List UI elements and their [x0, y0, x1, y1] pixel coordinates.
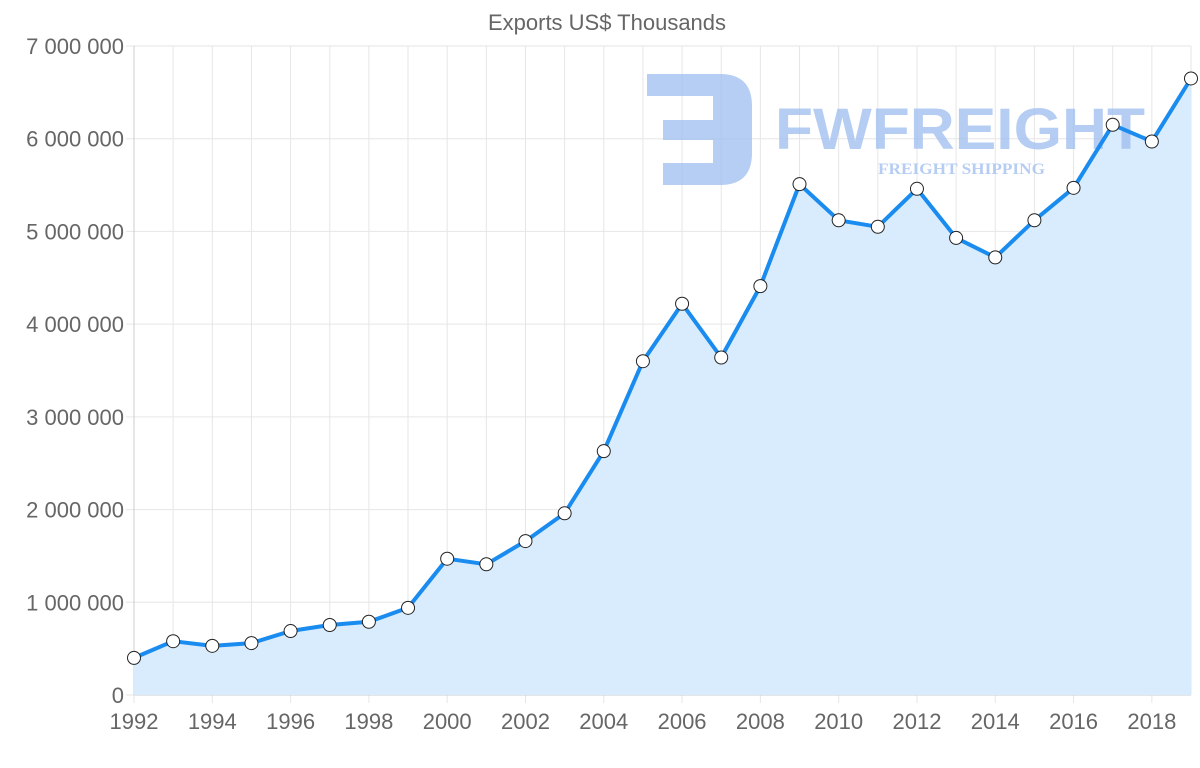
y-tick-label: 2 000 000 [26, 498, 124, 523]
data-point [1144, 134, 1159, 149]
data-point [244, 636, 259, 651]
watermark-brand: FWFREIGHT [775, 97, 1145, 162]
data-point [127, 650, 141, 665]
y-tick-label: 1 000 000 [26, 590, 124, 615]
area-fill [134, 78, 1191, 695]
y-tick-label: 0 [112, 683, 124, 708]
data-point [361, 614, 376, 629]
data-point [518, 534, 533, 549]
y-tick-label: 6 000 000 [26, 127, 124, 152]
x-tick-label: 1996 [266, 709, 315, 734]
x-tick-label: 2008 [736, 709, 785, 734]
watermark-tagline: FREIGHT SHIPPING [878, 161, 1046, 178]
y-axis: 0 1 000 000 2 000 000 3 000 000 4 000 000 5 0… [26, 34, 124, 708]
x-tick-label: 2018 [1127, 709, 1176, 734]
data-point [1027, 213, 1042, 228]
x-tick-label: 2004 [579, 709, 628, 734]
data-point [479, 557, 494, 572]
x-tick-label: 1998 [344, 709, 393, 734]
data-point [675, 296, 690, 311]
data-point [557, 506, 572, 521]
x-tick-label: 1994 [188, 709, 237, 734]
series-line [133, 77, 1193, 660]
x-tick-label: 2000 [423, 709, 472, 734]
y-tick-label: 5 000 000 [26, 219, 124, 244]
x-tick-label: 2012 [892, 709, 941, 734]
x-tick-label: 1992 [110, 709, 159, 734]
data-point [792, 177, 807, 192]
data-point [988, 250, 1003, 265]
series-layer [127, 71, 1198, 665]
data-point [635, 354, 650, 369]
y-tick-label: 3 000 000 [26, 405, 124, 430]
x-tick-label: 2010 [814, 709, 863, 734]
x-tick-label: 2002 [501, 709, 550, 734]
x-axis: 1992 1994 1996 1998 2000 2002 2004 2006 2008 2010… [110, 709, 1177, 734]
y-tick-label: 4 000 000 [26, 312, 124, 337]
area-layer [134, 78, 1191, 695]
data-point [753, 279, 768, 294]
x-tick-label: 2014 [971, 709, 1020, 734]
watermark: FWFREIGHT FREIGHT SHIPPING [647, 74, 1145, 185]
data-point [283, 624, 298, 639]
data-point [831, 213, 846, 228]
data-point [1184, 71, 1198, 86]
data-point [166, 634, 181, 649]
data-point [1066, 180, 1081, 195]
data-point [401, 600, 416, 615]
data-point [440, 551, 455, 566]
data-point [596, 444, 611, 459]
data-point [205, 638, 220, 653]
x-tick-label: 2006 [658, 709, 707, 734]
y-tick-label: 7 000 000 [26, 34, 124, 59]
chart-title: Exports US$ Thousands [488, 10, 726, 35]
data-point [909, 181, 924, 196]
data-point [949, 230, 964, 245]
data-point [714, 350, 729, 365]
watermark-logo-icon [647, 74, 752, 185]
data-point [870, 219, 885, 234]
data-point [1105, 117, 1120, 132]
x-tick-label: 2016 [1049, 709, 1098, 734]
data-point [322, 618, 337, 633]
